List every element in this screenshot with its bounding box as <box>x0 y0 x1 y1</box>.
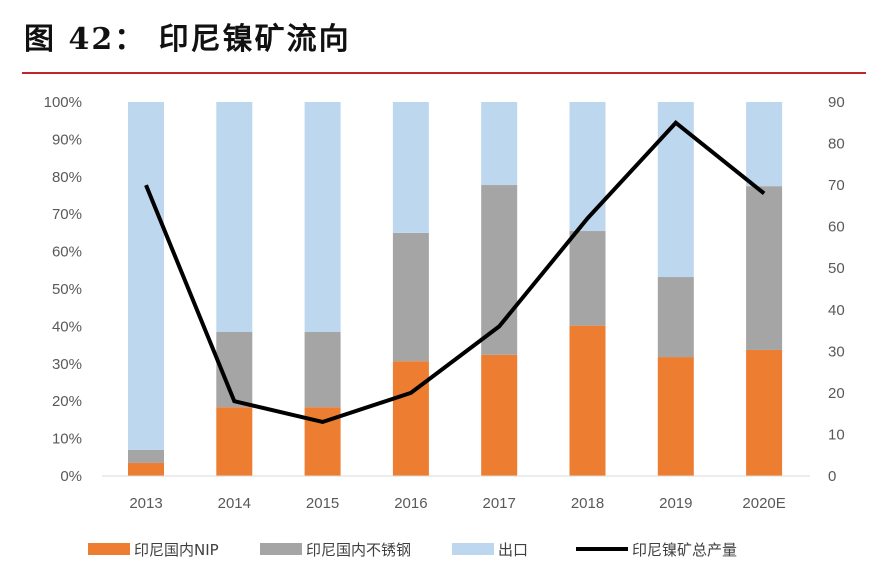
left-tick-label: 60% <box>52 244 82 261</box>
left-tick-label: 20% <box>52 393 82 410</box>
bar-segment <box>128 102 164 450</box>
line-series <box>144 120 766 425</box>
legend-swatch <box>452 543 494 555</box>
title-rule <box>22 72 866 74</box>
bar-segment <box>304 332 341 408</box>
bar-segment <box>216 102 253 333</box>
legend-label: 出口 <box>498 541 528 559</box>
x-tick-label: 2013 <box>129 495 162 512</box>
right-tick-label: 80 <box>828 136 845 153</box>
x-tick-label: 2018 <box>571 495 604 512</box>
bar-segment <box>569 325 606 476</box>
legend-label: 印尼镍矿总产量 <box>632 541 737 559</box>
bar-segment <box>128 462 164 476</box>
right-tick-label: 70 <box>828 177 845 194</box>
bar-segment <box>569 231 606 326</box>
x-tick-label: 2019 <box>659 495 692 512</box>
legend-label: 印尼国内不锈钢 <box>306 541 411 559</box>
left-tick-label: 100% <box>44 94 82 111</box>
right-tick-label: 10 <box>828 426 845 443</box>
x-tick-label: 2016 <box>394 495 427 512</box>
right-tick-label: 90 <box>828 94 845 111</box>
bar-segment <box>392 361 429 476</box>
x-tick-label: 2017 <box>483 495 516 512</box>
bar-segment <box>481 354 518 476</box>
x-tick-label: 2015 <box>306 495 339 512</box>
left-tick-label: 70% <box>52 206 82 223</box>
figure-title: 图 42： 印尼镍矿流向 <box>24 22 351 57</box>
left-tick-label: 0% <box>60 468 82 485</box>
right-tick-label: 60 <box>828 219 845 236</box>
left-tick-label: 40% <box>52 318 82 335</box>
right-tick-label: 50 <box>828 260 845 277</box>
legend-label: 印尼国内NIP <box>134 541 219 559</box>
bar-segment <box>128 449 164 463</box>
bar-segment <box>481 185 518 355</box>
x-tick-label: 2014 <box>218 495 251 512</box>
bar-segment <box>392 232 429 362</box>
bar-segment <box>746 349 783 476</box>
right-tick-label: 0 <box>828 468 836 485</box>
bar-segment <box>746 102 783 187</box>
x-tick-label: 2020E <box>742 495 785 512</box>
bar-segment <box>657 102 694 278</box>
bar-segment <box>657 357 694 476</box>
right-tick-label: 30 <box>828 343 845 360</box>
left-tick-label: 90% <box>52 131 82 148</box>
bar-segment <box>304 102 341 333</box>
bar-segment <box>216 407 253 476</box>
right-tick-label: 40 <box>828 302 845 319</box>
right-tick-label: 20 <box>828 385 845 402</box>
left-tick-label: 50% <box>52 281 82 298</box>
bar-segment <box>569 102 606 232</box>
bar-segment <box>657 277 694 358</box>
left-tick-label: 30% <box>52 356 82 373</box>
bar-segment <box>481 102 518 186</box>
left-tick-label: 80% <box>52 169 82 186</box>
left-tick-label: 10% <box>52 431 82 448</box>
bar-segment <box>746 186 783 350</box>
legend-swatch <box>88 543 130 555</box>
legend-swatch <box>260 543 302 555</box>
bar-segment <box>392 102 429 233</box>
